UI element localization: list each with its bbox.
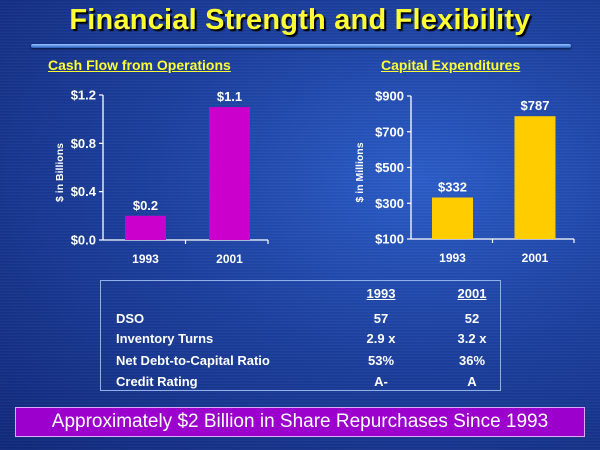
table-header-1993: 1993	[366, 286, 396, 301]
table-cell-1993: 2.9 x	[366, 331, 396, 346]
cash-flow-bar-2001	[209, 107, 250, 240]
cash-flow-x-tick-label-2001: 2001	[216, 252, 243, 266]
capex-y-axis-title: $ in Millions	[354, 142, 366, 202]
slide-title: Financial Strength and Flexibility	[69, 4, 531, 36]
table-cell-1993: 57	[373, 311, 389, 326]
cash-flow-y-tick-label: $0.8	[71, 136, 96, 151]
cash-flow-y-tick-label: $0.0	[71, 233, 96, 248]
table-cell-2001: 52	[464, 311, 480, 326]
capex-bar-1993	[432, 197, 473, 239]
table-row-label: Inventory Turns	[116, 331, 214, 346]
cash-flow-y-tick-label: $0.4	[71, 184, 97, 199]
table-row-label: DSO	[116, 311, 145, 326]
cash-flow-data-label-1993: $0.2	[133, 198, 158, 213]
cash-flow-y-tick-label: $1.2	[71, 88, 96, 103]
capex-bar-2001	[514, 116, 556, 239]
title-divider	[31, 44, 571, 48]
table-cell-1993: A-	[374, 374, 388, 389]
capex-y-tick-label: $300	[375, 196, 404, 211]
cash-flow-data-label-2001: $1.1	[217, 89, 242, 104]
table-row-label: Credit Rating	[116, 374, 198, 389]
table-cell-2001: 3.2 x	[457, 331, 487, 346]
capex-x-tick-label-2001: 2001	[522, 251, 549, 265]
table-row-label: Net Debt-to-Capital Ratio	[116, 353, 270, 368]
capex-data-label-2001: $787	[521, 98, 550, 113]
cash-flow-x-tick-label-1993: 1993	[132, 252, 159, 266]
share-repurchase-banner: Approximately $2 Billion in Share Repurc…	[15, 407, 585, 437]
capex-y-tick-label: $100	[375, 232, 404, 247]
cash-flow-bar-1993	[125, 215, 166, 240]
metrics-table	[100, 280, 501, 391]
charts-canvas: $0.0 $0.4 $0.8 $1.2 $ in Billions $0.2 1993 $1.…	[54, 88, 556, 266]
cash-flow-y-axis-title: $ in Billions	[54, 143, 66, 202]
capex-y-tick-label: $900	[375, 89, 404, 104]
chart-title-capex: Capital Expenditures	[381, 57, 521, 73]
table-cell-1993: 53%	[367, 353, 395, 368]
table-cell-2001: 36%	[458, 353, 486, 368]
table-cell-2001: A	[467, 374, 477, 389]
capex-y-tick-label: $700	[375, 124, 404, 139]
capex-x-tick-label-1993: 1993	[439, 251, 466, 265]
capex-data-label-1993: $332	[438, 180, 467, 195]
table-header-2001: 2001	[457, 286, 487, 301]
capex-y-tick-label: $500	[375, 160, 404, 175]
chart-title-cash-flow: Cash Flow from Operations	[48, 57, 231, 73]
